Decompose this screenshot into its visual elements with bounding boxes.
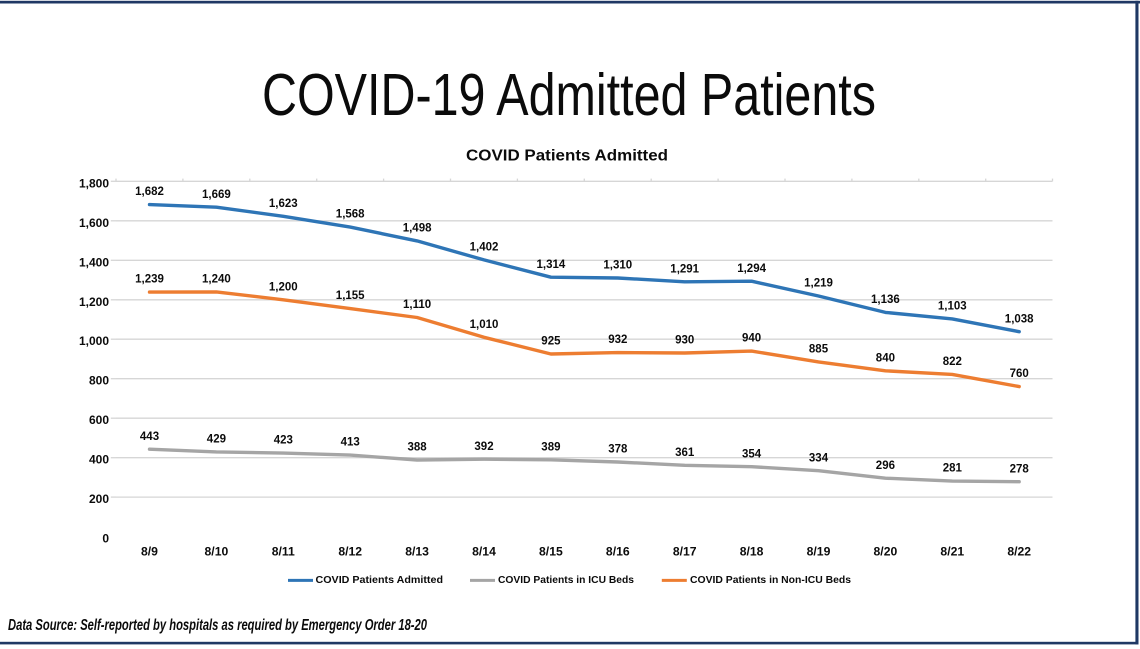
svg-text:8/12: 8/12 <box>338 545 362 559</box>
svg-text:1,294: 1,294 <box>737 263 766 275</box>
svg-text:1,400: 1,400 <box>79 255 109 269</box>
svg-text:8/22: 8/22 <box>1007 545 1031 559</box>
svg-text:354: 354 <box>742 448 762 460</box>
svg-text:1,568: 1,568 <box>336 209 365 221</box>
svg-text:388: 388 <box>408 442 428 454</box>
svg-text:400: 400 <box>89 453 109 467</box>
svg-text:413: 413 <box>341 437 360 449</box>
svg-text:1,155: 1,155 <box>336 290 365 302</box>
svg-text:1,200: 1,200 <box>79 295 109 309</box>
svg-text:8/13: 8/13 <box>405 545 429 559</box>
svg-text:200: 200 <box>89 492 109 506</box>
svg-text:8/10: 8/10 <box>205 545 229 559</box>
svg-text:1,669: 1,669 <box>202 189 231 201</box>
svg-text:COVID Patients Admitted: COVID Patients Admitted <box>466 148 668 165</box>
svg-text:8/19: 8/19 <box>807 545 831 559</box>
svg-text:389: 389 <box>541 441 560 453</box>
svg-text:1,136: 1,136 <box>871 294 900 306</box>
svg-text:1,600: 1,600 <box>79 216 109 230</box>
svg-text:278: 278 <box>1010 463 1030 475</box>
svg-text:1,200: 1,200 <box>269 281 298 293</box>
svg-text:443: 443 <box>140 431 159 443</box>
svg-text:1,103: 1,103 <box>938 301 967 313</box>
svg-text:8/14: 8/14 <box>472 545 496 559</box>
svg-text:930: 930 <box>675 335 694 347</box>
svg-text:840: 840 <box>876 352 895 364</box>
svg-text:822: 822 <box>943 356 962 368</box>
svg-text:8/16: 8/16 <box>606 545 630 559</box>
svg-text:1,000: 1,000 <box>79 334 109 348</box>
svg-text:1,498: 1,498 <box>403 223 432 235</box>
svg-text:281: 281 <box>943 463 963 475</box>
svg-text:COVID Patients in ICU Beds: COVID Patients in ICU Beds <box>498 574 634 586</box>
svg-text:1,623: 1,623 <box>269 198 298 210</box>
svg-text:940: 940 <box>742 333 761 345</box>
svg-text:925: 925 <box>541 336 561 348</box>
svg-text:361: 361 <box>675 447 695 459</box>
svg-text:1,682: 1,682 <box>135 186 164 198</box>
svg-text:8/9: 8/9 <box>141 545 158 559</box>
svg-text:COVID Patients Admitted: COVID Patients Admitted <box>316 574 444 586</box>
svg-text:885: 885 <box>809 344 829 356</box>
svg-text:1,310: 1,310 <box>603 260 632 272</box>
svg-text:334: 334 <box>809 452 829 464</box>
svg-text:COVID Patients in Non-ICU Beds: COVID Patients in Non-ICU Beds <box>690 574 851 586</box>
svg-text:1,010: 1,010 <box>470 319 499 331</box>
svg-text:296: 296 <box>876 460 895 472</box>
svg-text:8/11: 8/11 <box>272 545 295 559</box>
svg-text:8/21: 8/21 <box>940 545 964 559</box>
svg-text:423: 423 <box>274 435 293 447</box>
svg-text:932: 932 <box>608 334 627 346</box>
svg-text:429: 429 <box>207 434 226 446</box>
svg-text:1,402: 1,402 <box>470 242 499 254</box>
svg-text:8/15: 8/15 <box>539 545 563 559</box>
svg-text:1,291: 1,291 <box>670 263 699 275</box>
svg-text:8/18: 8/18 <box>740 545 764 559</box>
svg-text:8/20: 8/20 <box>874 545 898 559</box>
svg-text:1,038: 1,038 <box>1005 313 1034 325</box>
svg-text:1,800: 1,800 <box>79 176 109 190</box>
svg-text:1,219: 1,219 <box>804 278 833 290</box>
svg-text:378: 378 <box>608 444 628 456</box>
svg-text:COVID-19 Admitted Patients: COVID-19 Admitted Patients <box>262 62 876 128</box>
svg-text:1,110: 1,110 <box>403 299 431 311</box>
svg-text:1,239: 1,239 <box>135 274 164 286</box>
svg-text:760: 760 <box>1010 368 1029 380</box>
svg-text:0: 0 <box>102 532 109 546</box>
svg-text:600: 600 <box>89 413 109 427</box>
svg-text:8/17: 8/17 <box>673 545 697 559</box>
svg-text:800: 800 <box>89 374 109 388</box>
svg-text:Data Source: Self-reported by: Data Source: Self-reported by hospitals … <box>8 617 427 634</box>
svg-text:1,314: 1,314 <box>537 259 566 271</box>
svg-text:1,240: 1,240 <box>202 274 231 286</box>
svg-text:392: 392 <box>474 441 493 453</box>
